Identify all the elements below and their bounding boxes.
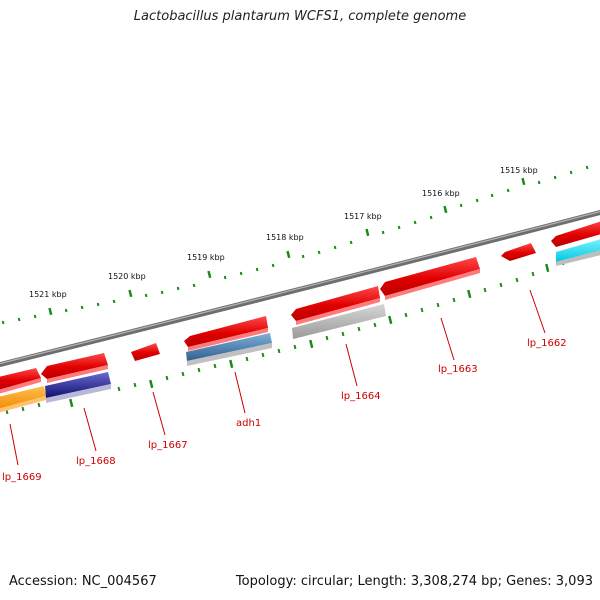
kbp-label: 1516 kbp: [422, 189, 460, 198]
gene-label-leaders: [9, 289, 546, 466]
feature-right-edge[interactable]: [551, 220, 600, 247]
feature-lp-1662[interactable]: [501, 243, 536, 261]
gene-labels[interactable]: lp_1662 lp_1663 lp_1664 adh1 lp_1667 lp_…: [2, 338, 567, 483]
gene-label-adh1[interactable]: adh1: [236, 418, 261, 429]
kbp-label: 1520 kbp: [108, 272, 146, 281]
gene-label-lp-1662[interactable]: lp_1662: [527, 338, 567, 349]
feature-adh1[interactable]: [184, 316, 268, 351]
gray-bar: [292, 304, 386, 339]
gene-label-lp-1669[interactable]: lp_1669: [2, 472, 42, 483]
kbp-label: 1517 kbp: [344, 212, 382, 221]
feature-lp-1663[interactable]: [380, 257, 480, 300]
accession-text: Accession: NC_004567: [9, 574, 157, 589]
kbp-label: 1521 kbp: [29, 290, 67, 299]
navy-bar: [45, 372, 111, 398]
gene-label-lp-1668[interactable]: lp_1668: [76, 456, 116, 467]
gene-label-lp-1664[interactable]: lp_1664: [341, 391, 381, 402]
kbp-label: 1518 kbp: [266, 233, 304, 242]
cyan-bar: [556, 239, 600, 262]
feature-lp-1668[interactable]: [41, 353, 108, 383]
feature-lp-1667[interactable]: [131, 343, 160, 361]
inner-tick-track: [5, 250, 597, 415]
map-title: Lactobacillus plantarum WCFS1, complete …: [133, 9, 467, 24]
orange-bar: [0, 386, 46, 409]
kbp-labels: 1515 kbp 1516 kbp 1517 kbp 1518 kbp 1519…: [29, 166, 538, 299]
genome-backbone-highlight: [0, 210, 600, 365]
steelblue-bar: [186, 333, 272, 361]
annotation-bars: [0, 239, 600, 413]
kbp-label: 1515 kbp: [500, 166, 538, 175]
gene-label-lp-1667[interactable]: lp_1667: [148, 440, 188, 451]
gene-label-lp-1663[interactable]: lp_1663: [438, 364, 478, 375]
genome-meta-text: Topology: circular; Length: 3,308,274 bp…: [235, 574, 593, 589]
feature-lp-1664[interactable]: [291, 286, 380, 325]
kbp-label: 1519 kbp: [187, 253, 225, 262]
feature-lp-1669[interactable]: [0, 368, 41, 394]
gene-features[interactable]: [0, 220, 600, 394]
genome-backbone: [0, 209, 600, 368]
outer-tick-track: [1, 165, 589, 325]
